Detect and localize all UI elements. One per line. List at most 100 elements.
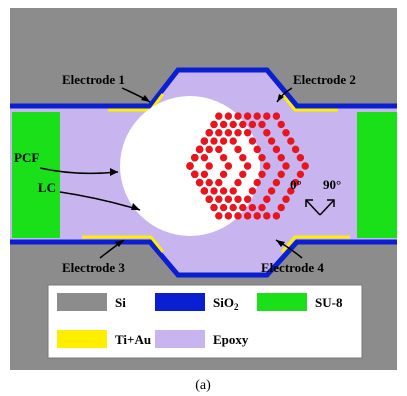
lc-hole-120 <box>186 162 194 170</box>
lc-hole-45 <box>258 170 266 179</box>
lc-hole-11 <box>219 170 228 179</box>
lc-hole-122 <box>195 145 204 154</box>
lc-hole-101 <box>296 153 305 162</box>
lc-holes <box>186 112 309 220</box>
lc-hole-103 <box>296 170 305 179</box>
lc-hole-90 <box>215 112 223 120</box>
lc-hole-106 <box>282 195 290 203</box>
lc-label: LC <box>38 180 56 195</box>
lc-hole-114 <box>215 212 223 220</box>
lc-hole-65 <box>258 120 266 129</box>
lc-hole-92 <box>234 112 242 120</box>
arrowheads <box>110 94 285 247</box>
lc-hole-74 <box>263 195 271 203</box>
lc-arrowhead <box>131 203 140 210</box>
lc-hole-24 <box>243 162 252 170</box>
lc-hole-37 <box>215 129 223 137</box>
sio2-layer-top <box>10 67 397 109</box>
lc-hole-2 <box>205 162 213 170</box>
electrode-3-metal <box>82 235 165 253</box>
lc-hole-97 <box>277 120 285 129</box>
lc-hole-8 <box>215 145 223 154</box>
lc-hole-62 <box>229 120 237 129</box>
lc-hole-64 <box>248 120 257 129</box>
lc-hole-48 <box>243 195 252 203</box>
lc-hole-119 <box>191 170 199 179</box>
lc-hole-73 <box>267 187 276 195</box>
lc-hole-72 <box>272 178 281 187</box>
legend-swatch-sio2 <box>155 293 205 311</box>
legend-swatch-tiau <box>57 330 107 348</box>
electrode-1-arrowhead <box>141 95 150 102</box>
lc-hole-63 <box>239 120 247 129</box>
legend-label-si: Si <box>115 295 126 310</box>
axis-90-line <box>319 199 335 216</box>
lc-hole-46 <box>253 178 261 187</box>
legend-item-epoxy: Epoxy <box>155 330 249 348</box>
lc-hole-9 <box>219 153 228 162</box>
lc-hole-38 <box>224 129 233 137</box>
lc-hole-78 <box>229 203 237 212</box>
legend-swatch-su8 <box>257 293 307 311</box>
su8-spacer-right <box>357 112 397 238</box>
electrode-4-arrowhead <box>276 240 285 247</box>
electrode-2-label: Electrode 2 <box>293 72 356 87</box>
lc-hole-26 <box>234 178 242 187</box>
lc-hole-68 <box>272 145 281 154</box>
electrode-2-metal <box>280 93 338 112</box>
lc-hole-75 <box>258 203 266 212</box>
electrode-3-label: Electrode 3 <box>62 260 125 275</box>
lc-hole-96 <box>272 112 281 120</box>
lc-hole-10 <box>224 162 233 170</box>
lc-hole-67 <box>267 137 276 145</box>
lc-hole-108 <box>272 212 281 220</box>
legend-label-sio2-sub: 2 <box>234 302 239 312</box>
legend-item-si: Si <box>57 293 126 311</box>
lc-hole-44 <box>263 162 271 170</box>
lc-hole-99 <box>287 137 295 145</box>
lc-hole-112 <box>234 212 242 220</box>
lc-hole-113 <box>224 212 233 220</box>
legend-swatch-epoxy <box>155 330 205 348</box>
sio2-layer-bottom <box>10 239 397 278</box>
lc-hole-19 <box>210 137 218 145</box>
legend-label-epoxy: Epoxy <box>213 332 249 347</box>
lc-hole-23 <box>239 153 247 162</box>
lc-hole-47 <box>248 187 257 195</box>
lc-hole-124 <box>205 129 213 137</box>
lc-hole-95 <box>263 112 271 120</box>
lc-hole-79 <box>219 203 228 212</box>
pcf-label: PCF <box>14 150 39 165</box>
lc-hole-21 <box>229 137 237 145</box>
lc-hole-102 <box>301 162 309 170</box>
lc-hole-1 <box>200 153 209 162</box>
lc-hole-12 <box>215 178 223 187</box>
lc-hole-25 <box>239 170 247 179</box>
lc-hole-93 <box>243 112 252 120</box>
electrode-1-label: Electrode 1 <box>62 72 125 87</box>
lc-hole-107 <box>277 203 285 212</box>
lc-hole-13 <box>205 178 213 187</box>
axis-0-head <box>305 199 313 207</box>
legend-item-sio2: SiO2 <box>155 293 239 312</box>
lc-hole-98 <box>282 129 290 137</box>
lc-hole-105 <box>287 187 295 195</box>
lc-hole-27 <box>229 187 237 195</box>
pcf-arrowhead <box>110 168 118 176</box>
axis-0-line <box>305 199 321 216</box>
lc-hole-117 <box>200 187 209 195</box>
lc-hole-69 <box>277 153 285 162</box>
lc-hole-118 <box>195 178 204 187</box>
legend-label-su8: SU-8 <box>315 295 343 310</box>
lc-hole-28 <box>219 187 228 195</box>
angle-0-label: 0° <box>290 177 302 192</box>
lc-hole-29 <box>210 187 218 195</box>
lc-hole-116 <box>205 195 213 203</box>
electrode-3-arrowhead <box>115 240 124 247</box>
lc-hole-71 <box>277 170 285 179</box>
lc-hole-50 <box>224 195 233 203</box>
lc-hole-110 <box>253 212 261 220</box>
lc-hole-121 <box>191 153 199 162</box>
lc-hole-49 <box>234 195 242 203</box>
